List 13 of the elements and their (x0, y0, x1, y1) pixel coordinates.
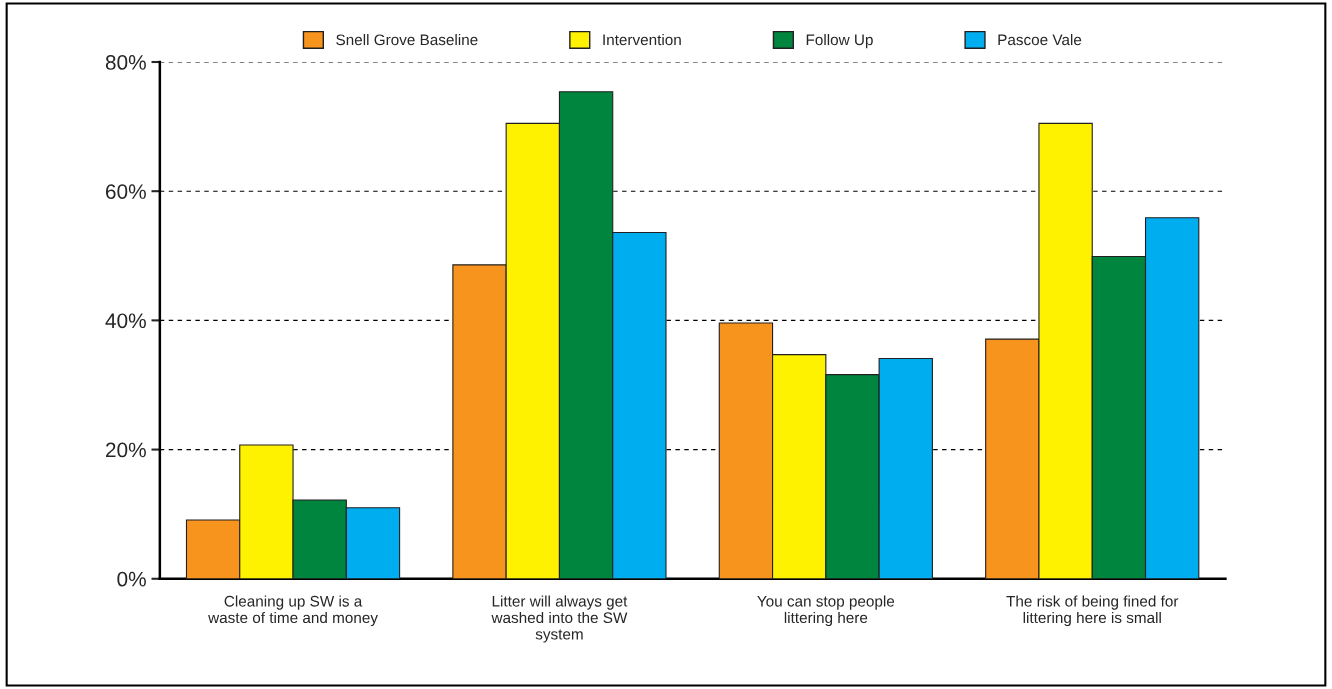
legend-label: Follow Up (806, 33, 873, 49)
legend-label: Pascoe Vale (998, 33, 1082, 46)
y-tick-label: 60% (106, 184, 146, 199)
y-tick-label: 80% (105, 55, 146, 70)
legend-label: Intervention (603, 33, 681, 46)
y-tick-label: 40% (105, 313, 146, 329)
x-tick-label: The risk of being fined for littering here is small (1006, 595, 1179, 627)
x-tick-label: You can stop people littering here (757, 595, 895, 627)
y-tick-label: 0% (117, 571, 146, 587)
x-tick-label: Cleaning up SW is a waste of time and money (208, 595, 378, 627)
y-tick-label: 20% (106, 442, 146, 458)
legend-label: Snell Grove Baseline (336, 33, 478, 46)
x-tick-label: Litter will always get washed into the SW system (491, 595, 628, 643)
